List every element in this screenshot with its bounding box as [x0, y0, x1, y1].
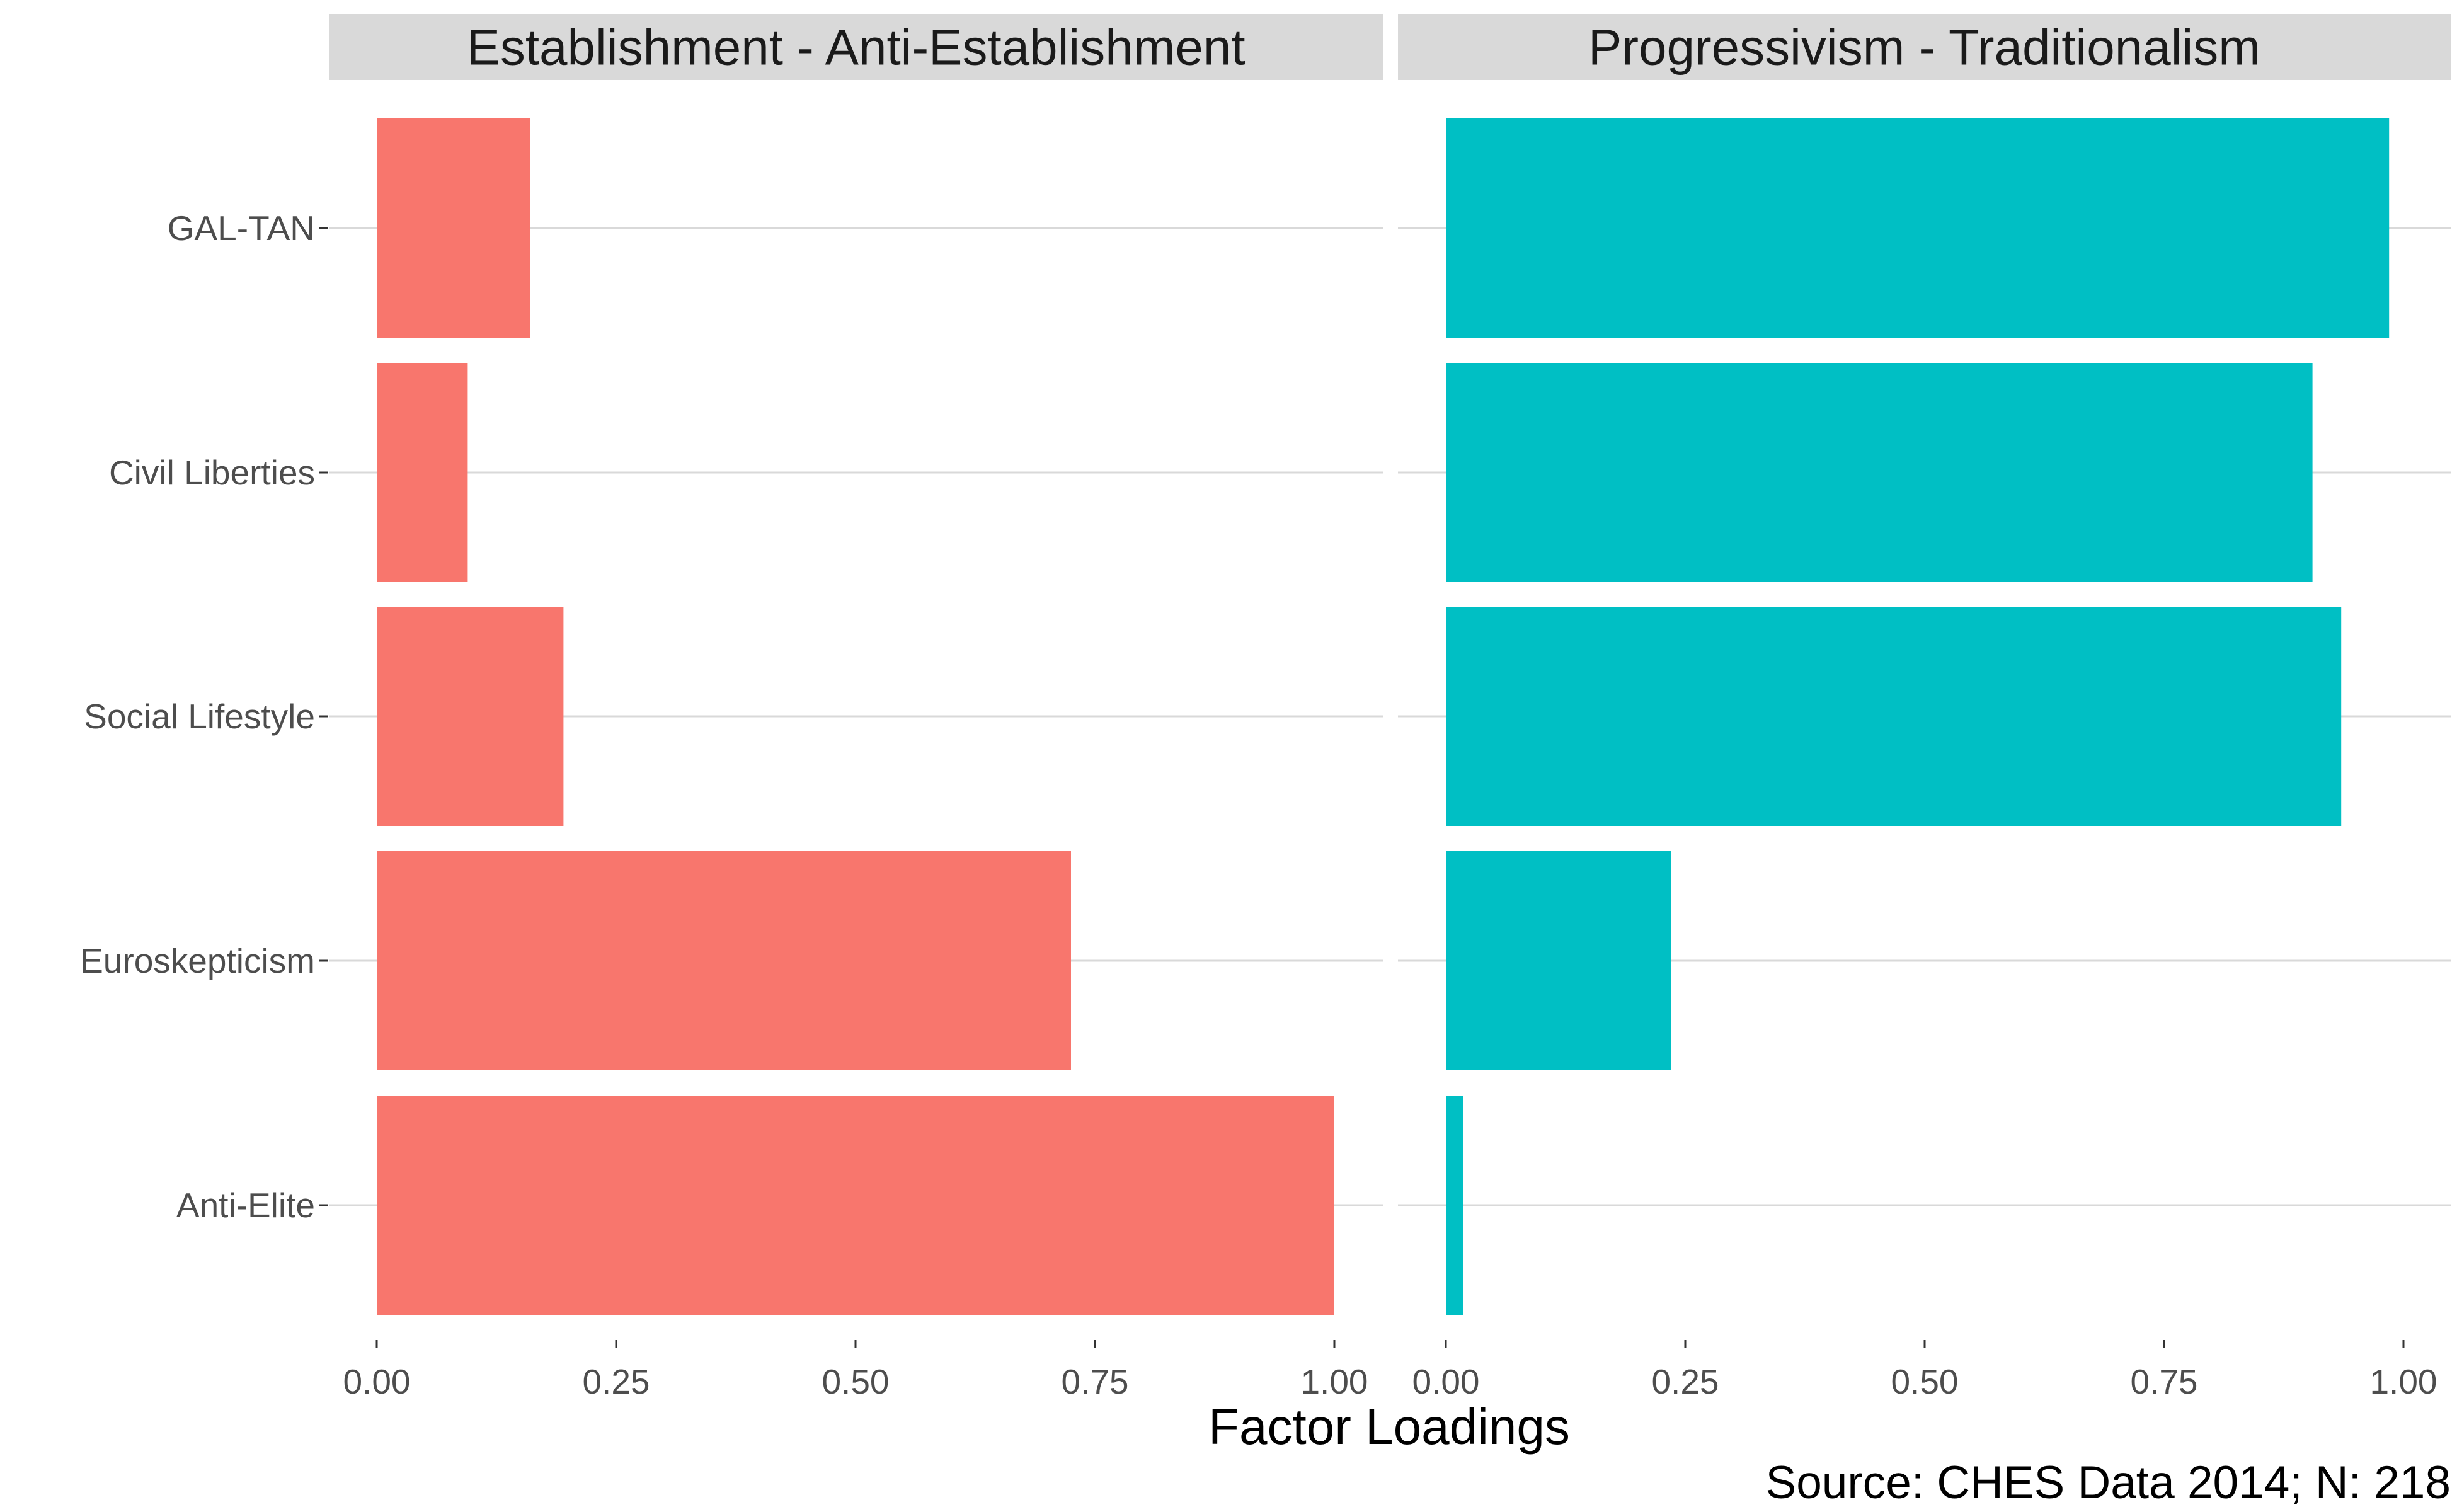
y-tick-label: Euroskepticism	[80, 941, 315, 980]
facet-panel: Progressivism - Traditionalism 0.00 0.25 0.…	[1398, 14, 2451, 1401]
facet-strip-title: Establishment - Anti-Establishment	[466, 20, 1245, 76]
y-tick-label: Social Lifestyle	[84, 697, 315, 736]
bar	[1446, 851, 1671, 1070]
x-tick-label: 0.25	[582, 1362, 650, 1401]
y-axis: GAL-TAN Civil Liberties Social Lifestyle Eu…	[80, 209, 328, 1225]
x-tick-label: 0.50	[822, 1362, 889, 1401]
facet-strip-title: Progressivism - Traditionalism	[1588, 20, 2260, 76]
x-tick-label: 0.25	[1651, 1362, 1719, 1401]
y-tick-label: GAL-TAN	[168, 209, 315, 248]
x-tick-label: 0.75	[2130, 1362, 2197, 1401]
facet-strip	[1398, 14, 2451, 80]
y-tick-label: Civil Liberties	[109, 453, 315, 492]
bar	[377, 607, 564, 826]
facet-panel: Establishment - Anti-Establishment 0.00 0.…	[329, 14, 1383, 1401]
x-tick-label: 0.75	[1061, 1362, 1128, 1401]
x-tick-label: 0.00	[343, 1362, 410, 1401]
x-tick-label: 0.00	[1412, 1362, 1479, 1401]
bar	[1446, 1096, 1463, 1315]
bar	[377, 363, 468, 582]
chart-caption: Source: CHES Data 2014; N: 218	[1766, 1457, 2451, 1508]
x-tick-label: 1.00	[1300, 1362, 1368, 1401]
chart-panels: Establishment - Anti-Establishment 0.00 0.…	[329, 14, 2451, 1401]
x-tick-label: 1.00	[2369, 1362, 2437, 1401]
bar	[1446, 363, 2313, 582]
bar	[1446, 607, 2342, 826]
facet-strip	[329, 14, 1383, 80]
y-tick-label: Anti-Elite	[176, 1186, 315, 1225]
x-axis-title: Factor Loadings	[1208, 1399, 1570, 1455]
bar	[1446, 118, 2390, 338]
bar	[377, 118, 530, 338]
bar	[377, 1096, 1334, 1315]
bar	[377, 851, 1071, 1070]
x-tick-label: 0.50	[1891, 1362, 1958, 1401]
